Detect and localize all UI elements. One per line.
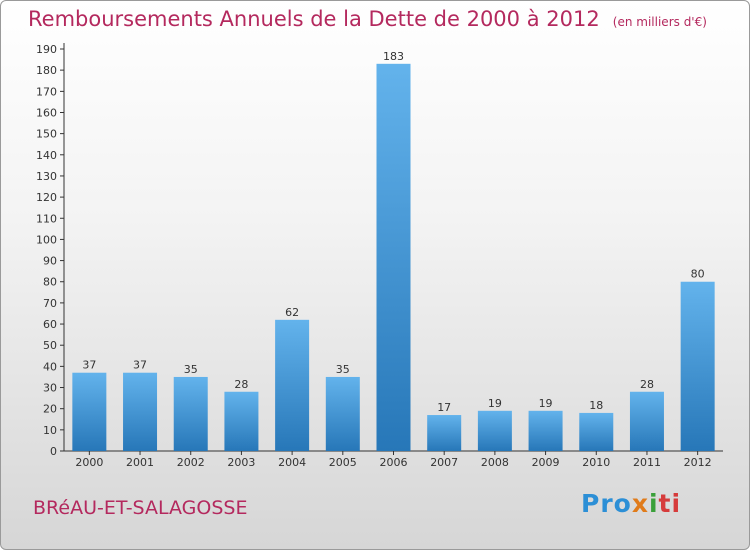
chart-unit: (en milliers d'€) [612,15,707,29]
y-tick-label: 190 [36,43,57,56]
bar [427,415,462,451]
x-tick-label: 2000 [75,456,103,469]
logo-part: ti [658,489,682,518]
bar-value-label: 18 [589,399,603,412]
y-tick-label: 20 [43,403,57,416]
bar-value-label: 19 [539,397,553,410]
y-tick-label: 120 [36,191,57,204]
bar [72,372,107,451]
logo-part: i [648,489,659,518]
bar-value-label: 80 [691,268,705,281]
chart-title-row: Remboursements Annuels de la Dette de 20… [28,7,707,31]
x-tick-label: 2001 [126,456,154,469]
bar [528,410,563,451]
logo-part: x [631,489,649,518]
y-tick-label: 170 [36,85,57,98]
x-tick-label: 2007 [430,456,458,469]
x-tick-label: 2009 [532,456,560,469]
bar-value-label: 28 [234,378,248,391]
y-tick-label: 90 [43,255,57,268]
y-tick-label: 50 [43,339,57,352]
bar [477,410,512,451]
logo-part: Pro [581,489,632,518]
y-tick-label: 160 [36,106,57,119]
x-tick-label: 2002 [177,456,205,469]
y-tick-label: 140 [36,149,57,162]
bar [376,63,411,452]
bar [224,391,259,451]
bar [629,391,664,451]
y-tick-label: 110 [36,212,57,225]
x-tick-label: 2005 [329,456,357,469]
bar [173,376,208,451]
y-tick-label: 100 [36,233,57,246]
x-tick-label: 2004 [278,456,306,469]
bar [275,319,310,451]
y-tick-label: 70 [43,297,57,310]
y-tick-label: 180 [36,64,57,77]
bar-value-label: 35 [184,363,198,376]
y-tick-label: 60 [43,318,57,331]
y-tick-label: 40 [43,360,57,373]
commune-name: BRéAU-ET-SALAGOSSE [33,497,248,519]
bar-value-label: 17 [437,401,451,414]
bar-value-label: 183 [383,50,404,63]
bar [680,281,715,451]
x-tick-label: 2012 [684,456,712,469]
x-tick-label: 2011 [633,456,661,469]
x-tick-label: 2010 [582,456,610,469]
y-tick-label: 80 [43,276,57,289]
bar-value-label: 28 [640,378,654,391]
bar-value-label: 37 [133,359,147,372]
bar [123,372,158,451]
x-tick-label: 2003 [227,456,255,469]
bar-value-label: 35 [336,363,350,376]
bar [579,412,614,451]
y-tick-label: 10 [43,424,57,437]
bar-value-label: 19 [488,397,502,410]
x-tick-label: 2006 [380,456,408,469]
x-tick-label: 2008 [481,456,509,469]
proxiti-logo: Proxiti [581,489,681,518]
y-tick-label: 150 [36,128,57,141]
y-tick-label: 130 [36,170,57,183]
bar [325,376,360,451]
chart-title: Remboursements Annuels de la Dette de 20… [28,7,600,31]
bar-value-label: 62 [285,306,299,319]
y-tick-label: 0 [50,445,57,458]
y-tick-label: 30 [43,382,57,395]
bar-value-label: 37 [82,359,96,372]
